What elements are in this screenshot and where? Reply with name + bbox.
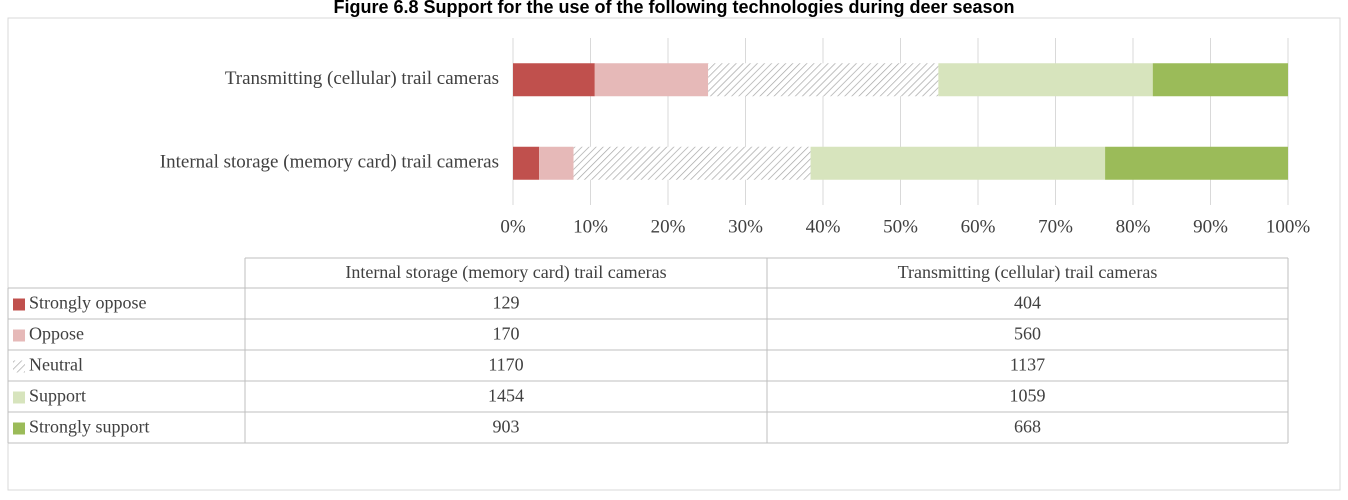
chart-title: Figure 6.8 Support for the use of the fo…: [333, 0, 1014, 17]
x-tick-label: 50%: [883, 216, 918, 237]
legend-label: Neutral: [29, 355, 83, 375]
table-value: 903: [493, 417, 520, 437]
legend-label: Strongly support: [29, 417, 150, 437]
y-tick-label: Transmitting (cellular) trail cameras: [225, 68, 499, 89]
bar-segment: [539, 146, 574, 180]
x-tick-label: 10%: [573, 216, 608, 237]
x-tick-label: 20%: [651, 216, 686, 237]
x-tick-label: 90%: [1193, 216, 1228, 237]
y-tick-label: Internal storage (memory card) trail cam…: [160, 152, 499, 173]
x-tick-label: 40%: [806, 216, 841, 237]
x-tick-label: 30%: [728, 216, 763, 237]
table-value: 1454: [488, 386, 524, 406]
legend-swatch: [13, 360, 25, 373]
bar-segment: [1105, 146, 1288, 180]
x-tick-label: 70%: [1038, 216, 1073, 237]
table-value: 404: [1014, 293, 1041, 313]
bar-segment: [594, 63, 709, 97]
table-value: 668: [1014, 417, 1041, 437]
legend-label: Strongly oppose: [29, 293, 147, 313]
table-value: 560: [1014, 324, 1041, 344]
legend-swatch: [13, 298, 25, 311]
legend-swatch: [13, 329, 25, 342]
legend-label: Support: [29, 386, 86, 406]
x-tick-label: 0%: [500, 216, 526, 237]
bar-segment: [513, 146, 540, 180]
x-tick-label: 60%: [961, 216, 996, 237]
bar-segment: [1152, 63, 1288, 97]
chart-frame: [7, 17, 1341, 491]
bar-segment: [573, 146, 811, 180]
bar-segment: [810, 146, 1106, 180]
bar-segment: [513, 63, 595, 97]
x-tick-label: 80%: [1116, 216, 1151, 237]
table-value: 129: [493, 293, 520, 313]
table-value: 170: [493, 324, 520, 344]
x-tick-label: 100%: [1266, 216, 1311, 237]
legend-swatch: [13, 422, 25, 435]
table-header: Transmitting (cellular) trail cameras: [898, 262, 1158, 283]
bar-segment: [938, 63, 1153, 97]
bar-segment: [708, 63, 939, 97]
table-header: Internal storage (memory card) trail cam…: [345, 262, 666, 283]
legend-label: Oppose: [29, 324, 84, 344]
table-value: 1170: [488, 355, 523, 375]
table-value: 1059: [1010, 386, 1046, 406]
legend-swatch: [13, 391, 25, 404]
table-value: 1137: [1010, 355, 1045, 375]
